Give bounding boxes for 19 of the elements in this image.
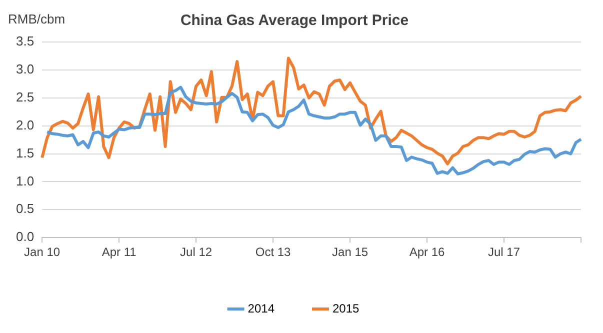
y-tick-label: 2.5 [16,89,34,104]
y-tick-label: 3.0 [16,62,34,77]
y-tick-label: 1.0 [16,173,34,188]
x-tick-label: Apr 11 [102,245,137,260]
x-tick-label: Apr 16 [409,245,446,260]
x-tick-label: Jul 12 [180,245,212,260]
y-tick-label: 0.5 [16,201,34,216]
x-tick-label: Jul 17 [488,245,520,260]
legend-label: 2014 [248,301,275,316]
x-tick-label: Jan 15 [332,245,368,260]
y-tick-label: 1.5 [16,145,34,160]
y-axis-title: RMB/cbm [8,12,66,27]
chart-title: China Gas Average Import Price [180,12,409,30]
x-tick-label: Oct 13 [255,245,292,260]
y-tick-label: 2.0 [16,117,34,132]
legend-label: 2015 [332,301,360,316]
x-tick-label: Jan 10 [24,245,60,260]
y-tick-label: 3.5 [16,34,34,49]
y-tick-label: 0.0 [16,229,34,244]
